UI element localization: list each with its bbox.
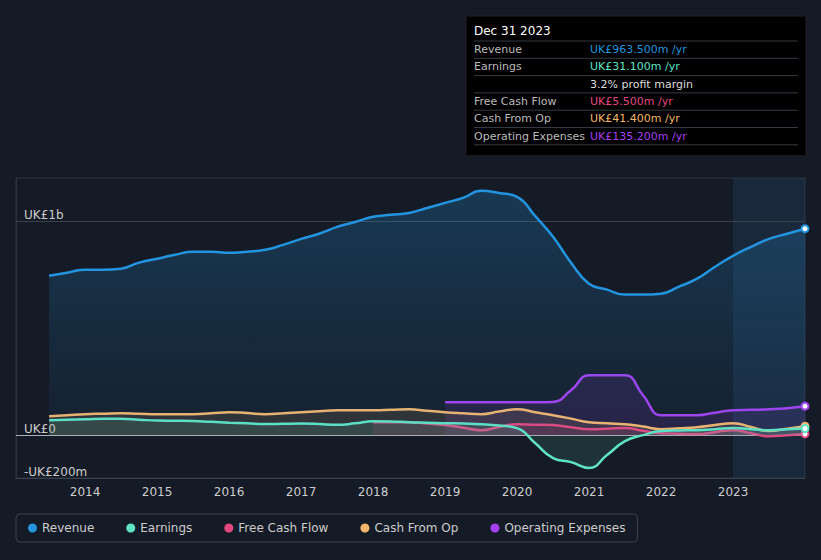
svg-text:Earnings: Earnings — [140, 521, 192, 535]
svg-text:UK£135.200m /yr: UK£135.200m /yr — [590, 130, 687, 143]
svg-text:Revenue: Revenue — [42, 521, 94, 535]
svg-text:2017: 2017 — [286, 485, 317, 499]
svg-text:2014: 2014 — [70, 485, 101, 499]
svg-text:Earnings: Earnings — [474, 60, 522, 73]
svg-text:UK£5.500m /yr: UK£5.500m /yr — [590, 95, 673, 108]
svg-text:UK£41.400m /yr: UK£41.400m /yr — [590, 112, 680, 125]
svg-text:UK£31.100m /yr: UK£31.100m /yr — [590, 60, 680, 73]
svg-text:2022: 2022 — [646, 485, 677, 499]
svg-text:2015: 2015 — [142, 485, 173, 499]
svg-text:Dec 31 2023: Dec 31 2023 — [474, 24, 551, 38]
svg-text:2016: 2016 — [214, 485, 245, 499]
svg-text:Cash From Op: Cash From Op — [474, 112, 551, 125]
svg-text:2018: 2018 — [358, 485, 389, 499]
svg-text:-UK£200m: -UK£200m — [24, 465, 87, 479]
svg-text:2021: 2021 — [574, 485, 605, 499]
svg-text:Revenue: Revenue — [474, 43, 522, 56]
svg-text:Free Cash Flow: Free Cash Flow — [238, 521, 328, 535]
svg-text:Free Cash Flow: Free Cash Flow — [474, 95, 557, 108]
svg-text:Operating Expenses: Operating Expenses — [504, 521, 625, 535]
svg-text:2023: 2023 — [718, 485, 749, 499]
svg-text:UK£0: UK£0 — [24, 422, 56, 437]
svg-text:3.2% profit margin: 3.2% profit margin — [590, 78, 693, 91]
svg-text:UK£963.500m /yr: UK£963.500m /yr — [590, 43, 687, 56]
svg-text:Cash From Op: Cash From Op — [374, 521, 458, 535]
svg-text:2020: 2020 — [502, 485, 533, 499]
svg-text:Operating Expenses: Operating Expenses — [474, 130, 585, 143]
svg-text:UK£1b: UK£1b — [24, 208, 64, 222]
svg-text:2019: 2019 — [430, 485, 461, 499]
